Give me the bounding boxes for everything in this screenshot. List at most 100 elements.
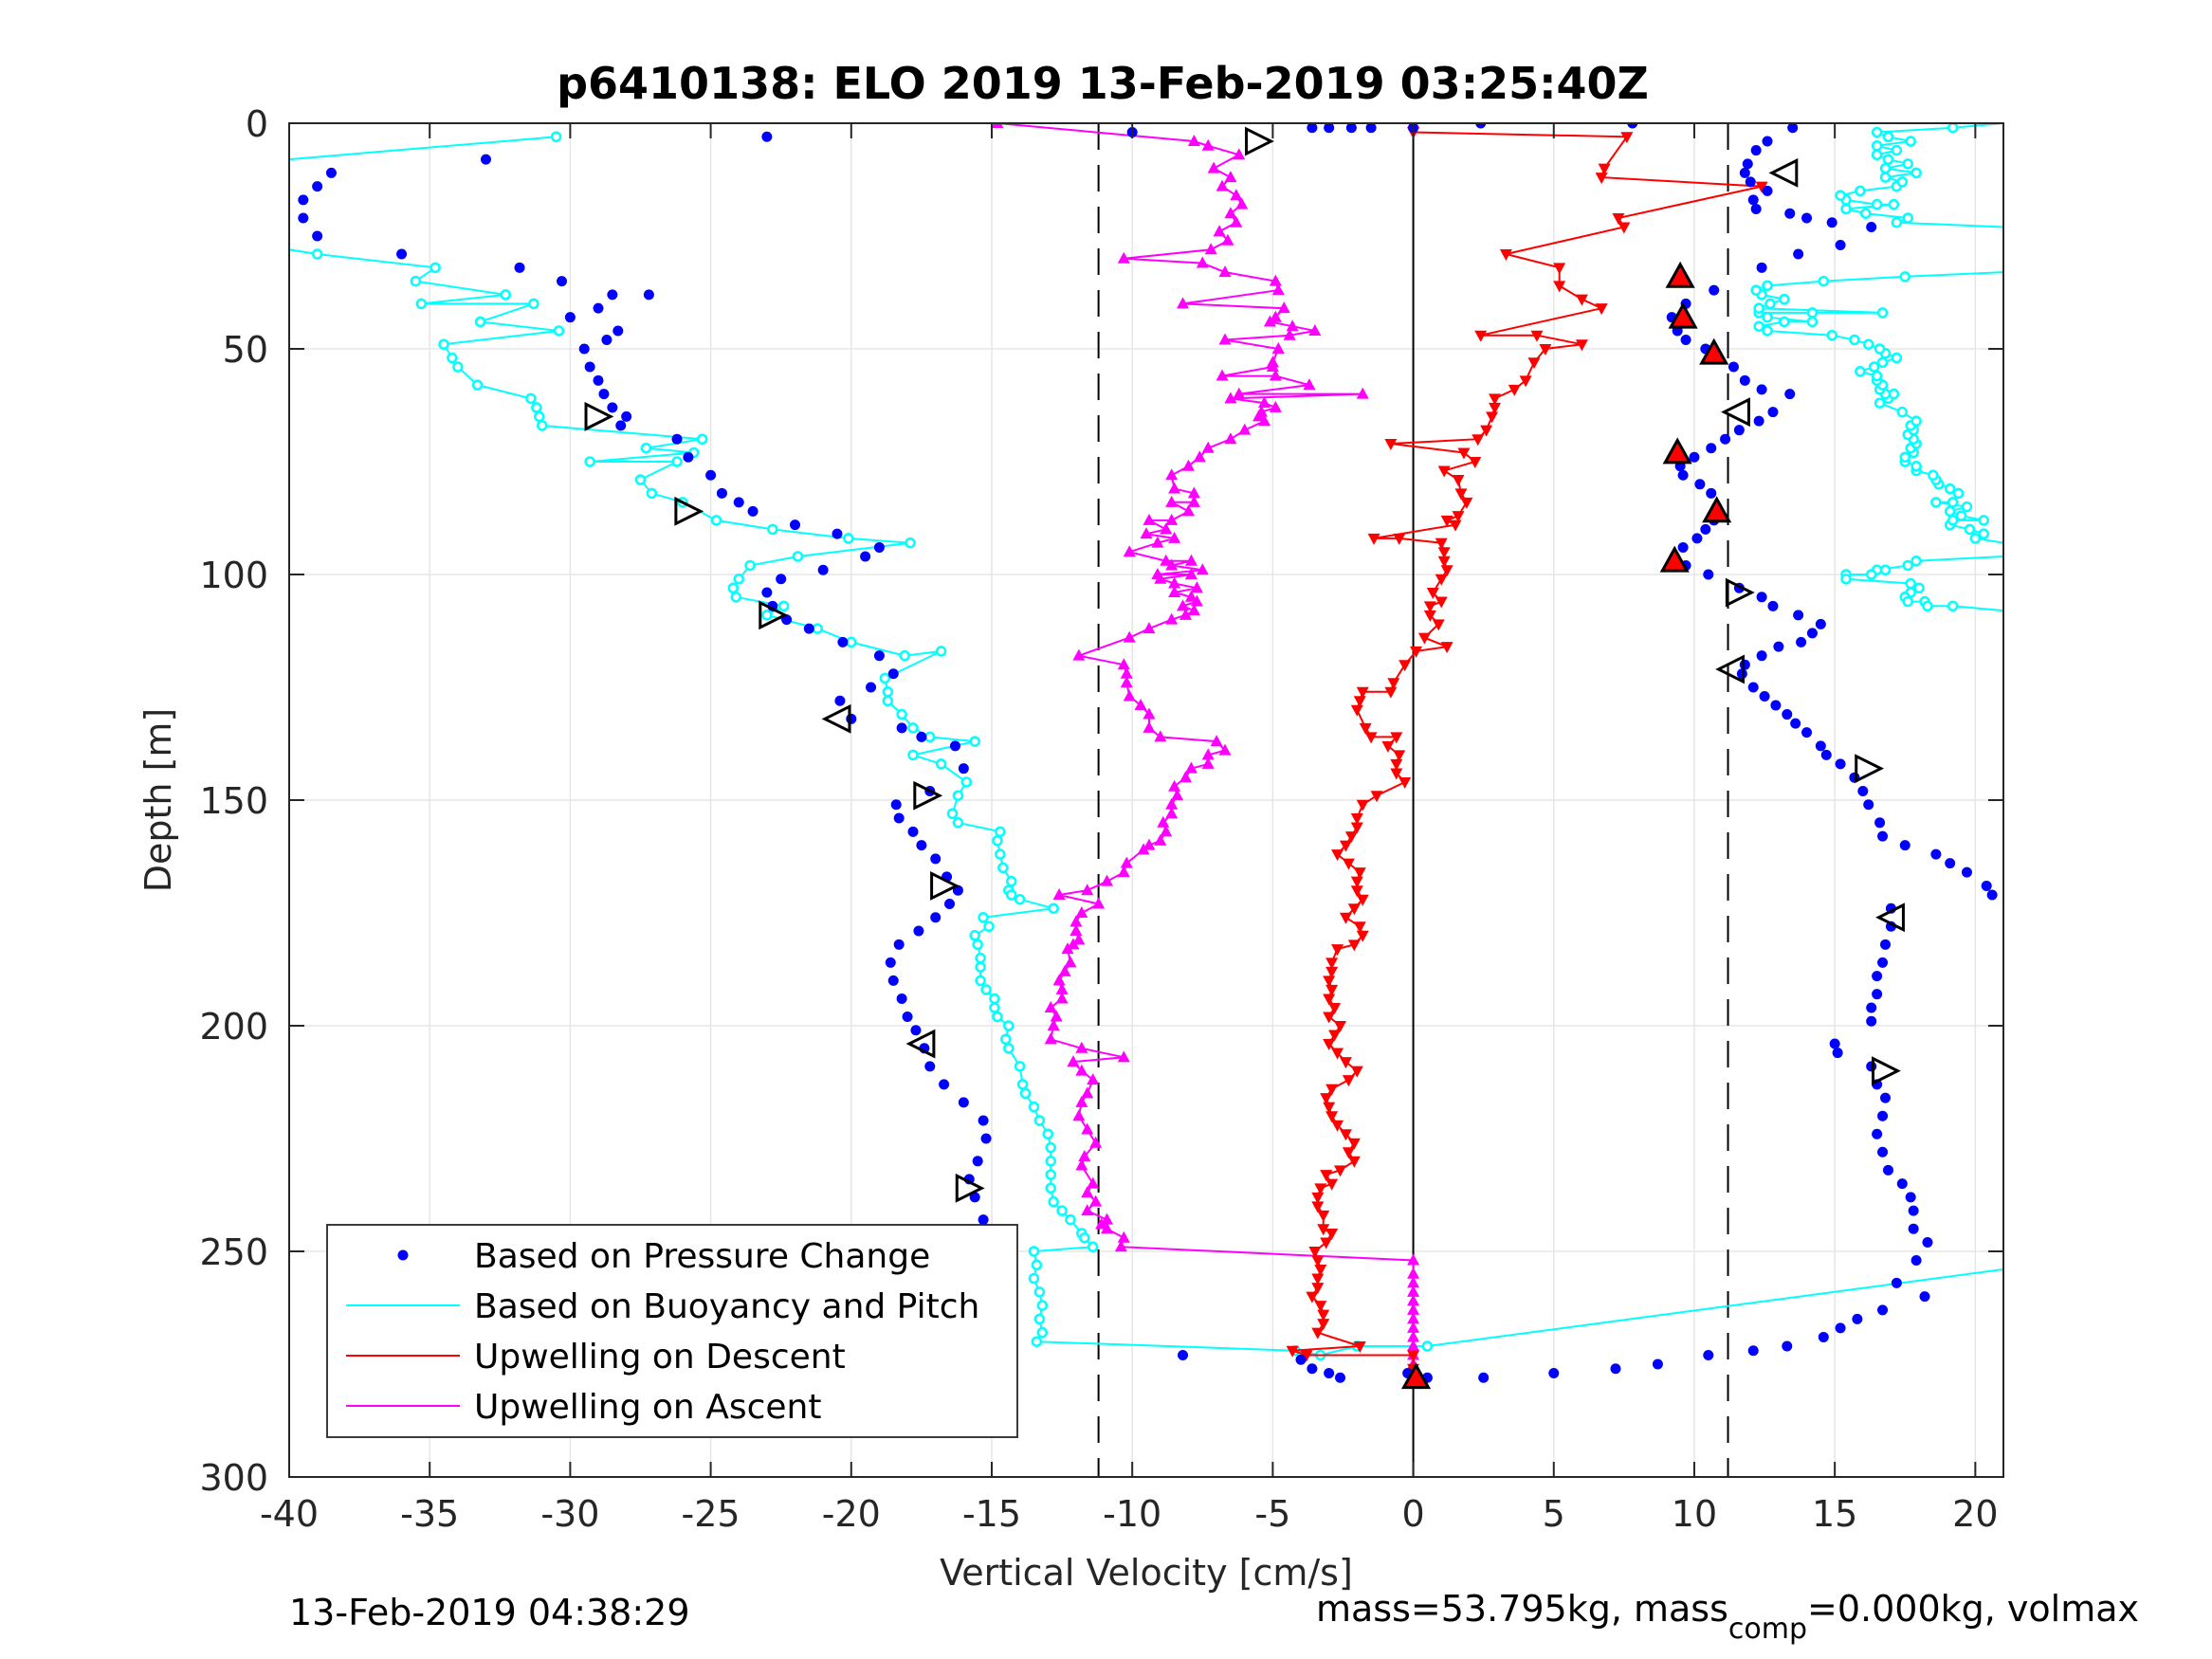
buoyancy-point: [989, 1002, 1000, 1013]
pressure-point: [834, 695, 846, 706]
buoyancy-point: [924, 731, 936, 743]
pressure-point: [1905, 1192, 1916, 1203]
buoyancy-point: [761, 610, 773, 621]
pressure-point: [1922, 1236, 1933, 1248]
y-tick-label: 250: [199, 1231, 268, 1273]
buoyancy-point: [935, 758, 947, 770]
ascent-point: [1143, 720, 1156, 733]
descent-point: [1347, 1138, 1361, 1150]
ascent-point: [1179, 771, 1192, 783]
buoyancy-point: [952, 817, 964, 829]
direction-marker: [1245, 126, 1274, 156]
pressure-point: [1324, 1368, 1335, 1379]
descent-point: [1595, 303, 1608, 316]
descent-point: [1353, 696, 1366, 708]
pressure-point: [1756, 650, 1767, 662]
buoyancy-point: [1014, 893, 1026, 905]
buoyancy-point: [879, 672, 891, 684]
descent-point: [1356, 930, 1369, 942]
ascent-point: [1257, 414, 1271, 427]
buoyancy-point: [1964, 523, 1976, 536]
buoyancy-point: [430, 262, 441, 274]
descent-point: [1339, 912, 1352, 924]
ascent-point: [1081, 884, 1094, 896]
descent-point: [1398, 660, 1412, 672]
pressure-point: [1820, 749, 1832, 760]
descent-point: [1359, 722, 1372, 735]
ascent-point: [1218, 743, 1232, 756]
buoyancy-point: [415, 298, 428, 310]
pressure-point: [1866, 1015, 1877, 1027]
direction-marker: [955, 1173, 985, 1203]
x-tick-label: -15: [962, 1493, 1021, 1535]
descent-point: [1437, 465, 1451, 478]
pressure-point: [601, 334, 612, 345]
descent-point: [1432, 619, 1445, 631]
ascent-point: [1407, 1276, 1420, 1288]
descent-point: [1323, 975, 1336, 988]
ascent-point: [1081, 1086, 1094, 1099]
descent-point: [1390, 758, 1403, 771]
pressure-point: [1767, 407, 1779, 418]
buoyancy-point: [410, 275, 422, 287]
direction-marker: [905, 1029, 936, 1059]
buoyancy-point: [1003, 1020, 1015, 1031]
ascent-point: [1101, 1212, 1114, 1225]
ascent-point: [1184, 590, 1197, 602]
ascent-point: [1165, 612, 1179, 625]
pressure-point: [978, 1115, 989, 1126]
buoyancy-point: [1042, 1128, 1054, 1139]
buoyancy-point: [975, 961, 986, 973]
buoyancy-point: [1978, 515, 1990, 526]
pressure-point: [907, 826, 919, 837]
ascent-point: [1190, 581, 1203, 593]
descent-point: [1342, 858, 1355, 870]
descent-point: [1342, 1147, 1355, 1159]
ascent-point: [1140, 527, 1153, 539]
descent-point: [1353, 867, 1366, 880]
descent-point: [1325, 1178, 1339, 1191]
buoyancy-point: [1944, 505, 1956, 518]
ascent-point: [1058, 964, 1071, 976]
pressure-point: [1747, 194, 1759, 206]
pressure-point: [593, 302, 604, 314]
pressure-point: [761, 587, 773, 598]
ascent-point: [1137, 843, 1150, 855]
descent-point: [1350, 885, 1363, 898]
pressure-point: [298, 194, 309, 206]
ascent-point: [1407, 1321, 1420, 1333]
pressure-point: [1739, 167, 1750, 178]
descent-point: [1350, 876, 1363, 888]
pressure-point: [1784, 208, 1796, 219]
buoyancy-point: [777, 600, 790, 612]
pressure-point: [1790, 718, 1801, 729]
pressure-point: [972, 1156, 983, 1167]
pressure-point: [1178, 1349, 1189, 1360]
ascent-point: [1061, 942, 1074, 955]
ascent-point: [1075, 1095, 1088, 1107]
descent-point: [1384, 438, 1398, 450]
ascent-point: [1216, 179, 1229, 191]
buoyancy-point: [846, 636, 857, 648]
axes: -40 -35 -30 -25 -20 -15 -10 -5 0 5 10 15 20050100150…: [199, 103, 2004, 1535]
pressure-point: [902, 1011, 913, 1022]
ascent-point: [1168, 586, 1181, 598]
buoyancy-point: [1879, 172, 1892, 183]
pressure-point: [1784, 389, 1796, 400]
descent-point: [1347, 939, 1361, 952]
pressure-point: [913, 925, 924, 937]
buoyancy-point: [1913, 582, 1925, 594]
descent-point: [1435, 596, 1448, 609]
footer-mass-subscript: comp: [1728, 1613, 1807, 1646]
pressure-point: [1826, 217, 1837, 228]
pressure-point: [578, 343, 590, 355]
descent-point: [1325, 984, 1339, 996]
buoyancy-point: [1871, 198, 1883, 210]
pressure-point: [1739, 374, 1750, 386]
ascent-point: [1075, 906, 1088, 918]
pressure-point: [1806, 628, 1818, 639]
pressure-point: [1818, 1331, 1829, 1342]
pressure-point: [1899, 840, 1910, 851]
pressure-point: [1733, 425, 1745, 436]
legend-label: Upwelling on Ascent: [474, 1388, 821, 1427]
